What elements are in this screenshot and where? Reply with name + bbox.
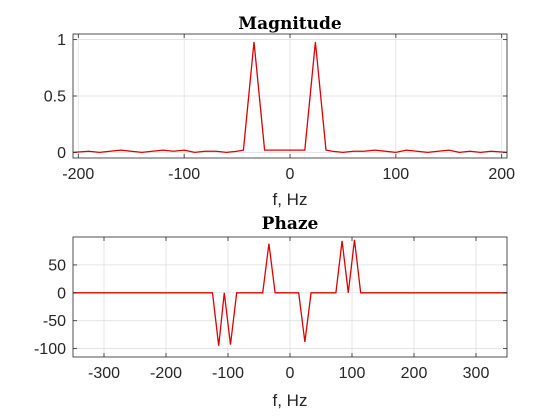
phase-xtick-label-2: -100	[212, 365, 244, 382]
phase-ytick-label-0: 50	[48, 257, 66, 274]
phase-title: Phaze	[262, 214, 319, 234]
magnitude-xtick-label-2: 0	[286, 166, 295, 183]
phase-xtick-label-1: -200	[150, 365, 182, 382]
magnitude-xtick-label-4: 200	[488, 166, 515, 183]
phase-ytick-label-3: -100	[34, 341, 66, 358]
phase-series-line-0	[73, 239, 507, 346]
phase-ytick-label-1: 0	[57, 285, 66, 302]
magnitude-ytick-label-0: 0	[57, 145, 66, 162]
phase-xtick-label-4: 100	[339, 365, 366, 382]
phase-xtick-label-5: 200	[401, 365, 428, 382]
magnitude-xtick-label-1: -100	[168, 166, 200, 183]
phase-panel: -300 -200 -100 0 100 200 300 50 0 -50 -100 Phaze f, …	[34, 214, 508, 410]
magnitude-xtick-label-3: 100	[383, 166, 410, 183]
magnitude-xtick-label-0: -200	[62, 166, 94, 183]
magnitude-series-line-0	[72, 41, 508, 154]
phase-xtick-label-6: 300	[463, 365, 490, 382]
magnitude-ytick-label-1: 0.5	[44, 89, 66, 106]
phase-xtick-label-3: 0	[286, 365, 295, 382]
magnitude-panel: -200 -100 0 100 200 0 0.5 1 Magnitude f, Hz	[44, 14, 515, 209]
phase-xtick-label-0: -300	[88, 365, 120, 382]
phase-xlabel: f, Hz	[273, 391, 308, 410]
magnitude-title: Magnitude	[238, 14, 342, 34]
magnitude-xlabel: f, Hz	[273, 190, 308, 209]
magnitude-ytick-label-2: 1	[57, 32, 66, 49]
phase-ytick-label-2: -50	[43, 313, 66, 330]
